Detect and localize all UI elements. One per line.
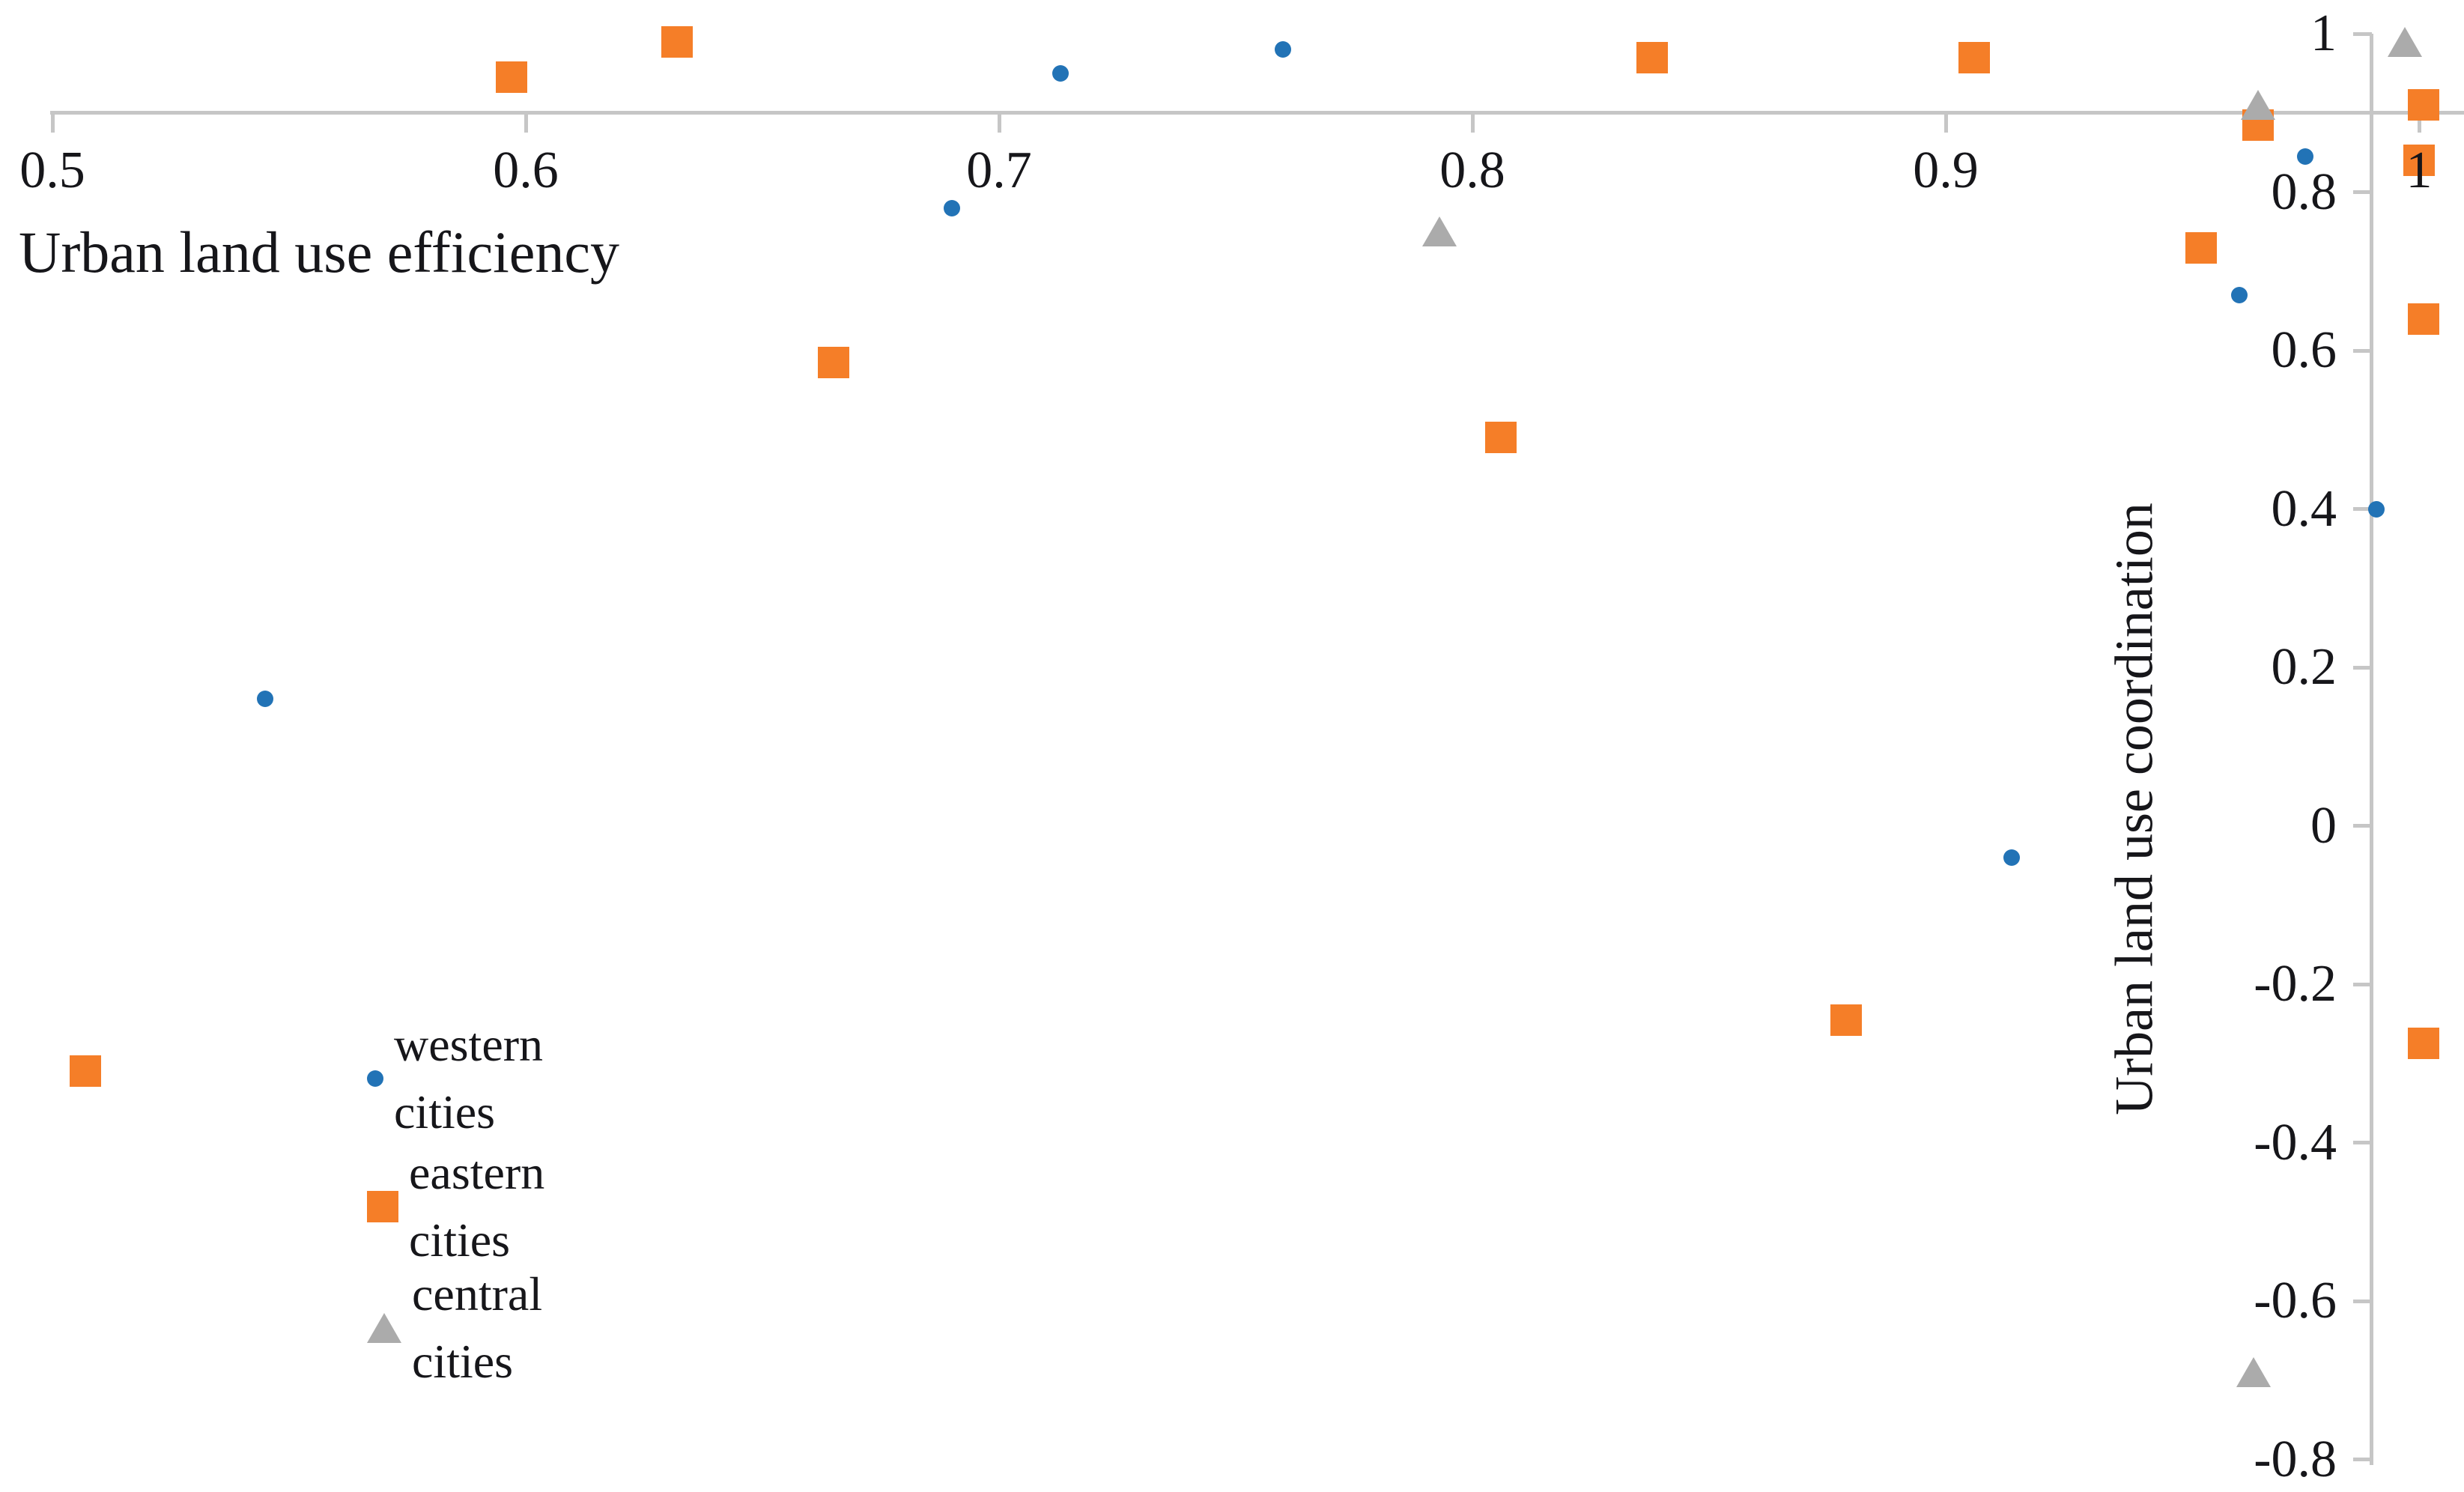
data-point-central — [2388, 26, 2423, 57]
data-point-eastern — [661, 25, 694, 58]
data-point-eastern — [1484, 422, 1517, 454]
y-tick-label: 0.2 — [2271, 638, 2337, 696]
y-tick-label: -0.6 — [2254, 1272, 2337, 1329]
data-point-eastern — [70, 1055, 102, 1088]
x-tick-label: 0.6 — [493, 142, 559, 199]
data-point-eastern — [496, 61, 528, 94]
western-dot-icon — [367, 1070, 383, 1087]
data-point-eastern — [2408, 89, 2440, 121]
y-tick — [2352, 190, 2372, 194]
y-tick — [2352, 824, 2372, 828]
x-tick — [1943, 114, 1948, 133]
y-tick — [2352, 348, 2372, 353]
data-point-eastern — [2408, 303, 2440, 335]
y-tick — [2352, 1458, 2372, 1461]
y-tick-label: -0.4 — [2254, 1113, 2337, 1171]
x-tick-label: 1 — [2406, 142, 2433, 199]
x-tick — [997, 114, 1001, 133]
data-point-eastern — [1830, 1004, 1863, 1036]
legend-label-western: western cities — [394, 1018, 544, 1138]
data-point-western — [943, 199, 960, 216]
data-point-central — [1421, 216, 1457, 247]
legend-label-central: central cities — [412, 1267, 543, 1388]
x-tick — [1470, 114, 1475, 133]
legend-item-western: western cities — [367, 1018, 543, 1138]
legend-item-central: central cities — [367, 1267, 542, 1388]
x-axis-title: Urban land use efficiency — [19, 219, 620, 285]
data-point-western — [2003, 849, 2021, 866]
y-tick-label: 1 — [2310, 4, 2337, 62]
data-point-eastern — [1958, 41, 1990, 73]
y-tick — [2352, 507, 2372, 511]
data-point-eastern — [1636, 41, 1669, 73]
central-triangle-icon — [367, 1313, 401, 1343]
data-point-western — [2297, 148, 2314, 165]
y-tick — [2352, 1141, 2372, 1144]
x-tick-label: 0.9 — [1913, 142, 1979, 199]
data-point-eastern — [817, 346, 849, 378]
y-tick-label: 0.4 — [2271, 479, 2337, 538]
data-point-western — [2230, 286, 2248, 303]
y-tick-label: 0 — [2310, 796, 2337, 855]
x-tick-label: 0.7 — [966, 142, 1032, 199]
y-tick-label: -0.8 — [2254, 1430, 2337, 1488]
data-point-central — [2241, 90, 2276, 121]
data-point-western — [257, 691, 274, 708]
data-point-western — [1275, 41, 1292, 58]
data-point-eastern — [2185, 231, 2218, 264]
y-tick — [2352, 1299, 2372, 1303]
legend-item-eastern: eastern cities — [367, 1146, 544, 1267]
data-point-western — [2368, 500, 2385, 518]
y-tick-label: 0.6 — [2271, 321, 2337, 379]
data-point-western — [1052, 64, 1069, 82]
y-axis-title: Urban land use coordination — [2104, 503, 2164, 1115]
y-tick — [2352, 982, 2372, 986]
y-tick-label: 0.8 — [2271, 163, 2337, 221]
y-tick — [2352, 665, 2372, 670]
y-tick-label: -0.2 — [2254, 955, 2337, 1013]
y-axis-line — [2370, 34, 2374, 1465]
x-tick — [524, 114, 528, 133]
eastern-square-icon — [367, 1191, 398, 1222]
y-tick — [2352, 31, 2372, 36]
data-point-central — [2236, 1357, 2271, 1388]
x-tick — [2417, 114, 2421, 133]
x-tick-label: 0.8 — [1439, 142, 1505, 199]
x-axis-line — [50, 111, 2464, 115]
x-tick-label: 0.5 — [19, 142, 85, 199]
data-point-eastern — [2408, 1028, 2440, 1060]
legend-label-eastern: eastern cities — [409, 1146, 545, 1267]
x-tick — [50, 114, 55, 133]
data-point-eastern — [2403, 145, 2435, 177]
